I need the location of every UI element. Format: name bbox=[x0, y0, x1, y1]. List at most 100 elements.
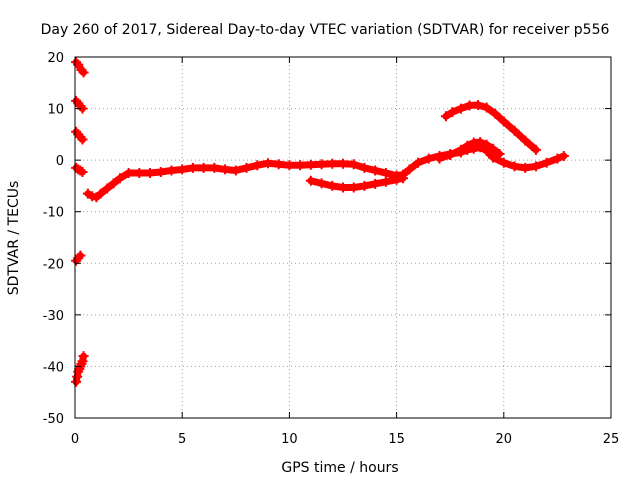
data-point bbox=[488, 152, 499, 163]
data-point bbox=[166, 165, 177, 176]
data-point bbox=[209, 162, 220, 173]
data-point bbox=[509, 161, 520, 172]
series-band bbox=[84, 143, 568, 201]
data-point bbox=[187, 162, 198, 173]
data-point bbox=[509, 125, 520, 136]
data-point bbox=[316, 159, 327, 170]
chart-title: Day 260 of 2017, Sidereal Day-to-day VTE… bbox=[41, 22, 610, 38]
data-point bbox=[558, 151, 569, 162]
x-tick-label: 0 bbox=[71, 432, 79, 447]
series-segment-10 bbox=[434, 137, 505, 164]
series-band bbox=[72, 128, 87, 144]
series-segment-8 bbox=[305, 173, 409, 193]
series-segment-2 bbox=[71, 95, 88, 114]
tick-labels: 0 5 10 15 20 25 -50 -40 -30 -20 -10 0 10 20 bbox=[43, 51, 620, 447]
data-point bbox=[102, 183, 113, 194]
data-point bbox=[481, 102, 492, 113]
y-tick-label: 0 bbox=[56, 154, 64, 169]
data-point bbox=[108, 178, 119, 189]
data-point bbox=[123, 168, 134, 179]
data-point bbox=[327, 180, 338, 191]
data-point bbox=[198, 162, 209, 173]
data-point bbox=[71, 376, 82, 387]
data-point bbox=[338, 158, 348, 169]
data-point bbox=[520, 162, 531, 173]
data-point bbox=[115, 173, 126, 184]
data-point bbox=[75, 165, 86, 176]
data-point bbox=[440, 111, 451, 122]
data-point bbox=[284, 160, 295, 171]
data-point bbox=[498, 116, 509, 127]
data-point bbox=[473, 99, 484, 110]
data-point bbox=[359, 180, 370, 191]
data-point bbox=[455, 103, 466, 114]
y-tick-label: -40 bbox=[43, 360, 64, 375]
y-tick-label: -50 bbox=[43, 412, 64, 427]
data-point bbox=[488, 143, 499, 154]
data-point bbox=[462, 140, 473, 151]
data-point bbox=[380, 176, 391, 187]
data-point bbox=[455, 144, 466, 155]
x-tick-label: 25 bbox=[603, 432, 620, 447]
data-point bbox=[434, 153, 445, 164]
data-point bbox=[520, 135, 531, 146]
data-point bbox=[490, 108, 501, 119]
data-point bbox=[494, 148, 505, 159]
data-point bbox=[262, 158, 273, 169]
data-point bbox=[316, 178, 327, 189]
data-point bbox=[305, 159, 316, 170]
data-point bbox=[252, 160, 263, 171]
data-point bbox=[77, 167, 88, 178]
data-point bbox=[95, 188, 106, 199]
data-point bbox=[413, 157, 424, 168]
data-point bbox=[348, 159, 359, 170]
series-segment-4 bbox=[71, 162, 88, 178]
data-point bbox=[541, 157, 552, 168]
data-point bbox=[498, 157, 509, 168]
y-axis-label: SDTVAR / TECUs bbox=[6, 181, 22, 296]
data-point bbox=[77, 134, 88, 145]
series-segment-5 bbox=[71, 250, 86, 266]
data-point bbox=[177, 164, 188, 175]
x-axis-label: GPS time / hours bbox=[281, 460, 398, 476]
series-segment-1 bbox=[71, 57, 89, 78]
data-point bbox=[552, 153, 563, 164]
grid bbox=[75, 57, 611, 418]
data-point bbox=[404, 164, 415, 175]
data-point bbox=[348, 182, 359, 193]
data-point bbox=[530, 161, 541, 172]
data-point bbox=[370, 178, 381, 189]
data-point bbox=[72, 371, 83, 382]
data-point bbox=[75, 250, 86, 261]
data-series bbox=[71, 57, 569, 387]
data-point bbox=[78, 67, 89, 78]
plot-frame bbox=[74, 56, 612, 419]
data-point bbox=[447, 107, 458, 118]
data-point bbox=[305, 175, 316, 186]
data-point bbox=[475, 137, 486, 148]
y-tick-label: 10 bbox=[47, 103, 64, 118]
data-point bbox=[398, 173, 409, 184]
data-point bbox=[327, 158, 338, 169]
x-tick-label: 20 bbox=[496, 432, 513, 447]
data-point bbox=[273, 159, 284, 170]
data-point bbox=[530, 144, 541, 155]
data-point bbox=[391, 174, 402, 185]
data-point bbox=[230, 165, 241, 176]
data-point bbox=[220, 164, 231, 175]
data-point bbox=[338, 182, 348, 193]
series-band bbox=[72, 58, 88, 76]
data-point bbox=[370, 165, 381, 176]
axis-ticks bbox=[74, 56, 612, 419]
data-point bbox=[241, 162, 252, 173]
series-segment-9 bbox=[440, 99, 541, 155]
data-point bbox=[445, 149, 456, 160]
data-point bbox=[481, 139, 492, 150]
x-tick-label: 5 bbox=[178, 432, 186, 447]
data-point bbox=[78, 351, 89, 362]
data-point bbox=[155, 167, 166, 178]
series-band bbox=[72, 97, 87, 113]
data-point bbox=[359, 162, 370, 173]
y-tick-label: -20 bbox=[43, 257, 64, 272]
